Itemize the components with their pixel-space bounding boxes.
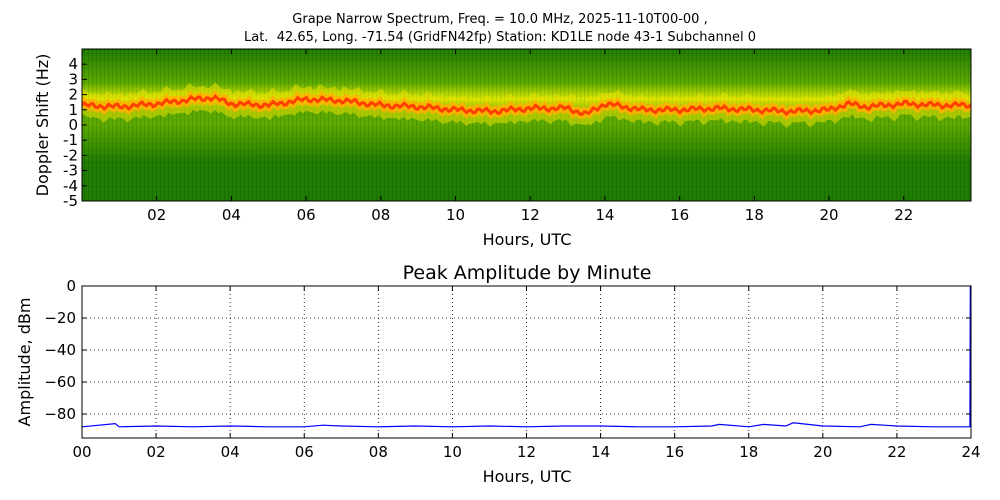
spectrogram-x-tick-label: 12 — [521, 206, 540, 224]
spectrogram-y-tick-label: -5 — [63, 192, 78, 210]
amplitude-chart-title: Peak Amplitude by Minute — [403, 262, 652, 284]
spectrogram-x-tick-label: 20 — [820, 206, 839, 224]
amplitude-y-axis-label: Amplitude, dBm — [15, 298, 34, 427]
amplitude-series-line — [81, 285, 971, 428]
spectrogram-y-tick-label: -2 — [63, 146, 78, 164]
spectrogram-x-tick-label: 22 — [894, 206, 913, 224]
amplitude-x-tick-label: 00 — [72, 443, 91, 461]
amplitude-x-ticks: 00 02 04 06 08 10 12 14 16 18 20 22 24 — [72, 286, 981, 461]
amplitude-x-tick-label: 22 — [887, 443, 906, 461]
amplitude-x-tick-label: 14 — [591, 443, 610, 461]
spectrogram-y-tick-label: 2 — [68, 86, 78, 104]
spectrogram-x-tick-label: 10 — [446, 206, 465, 224]
amplitude-x-tick-label: 02 — [147, 443, 166, 461]
spectrogram-y-tick-label: 4 — [68, 55, 78, 73]
spectrogram-bands — [82, 82, 971, 129]
spectrogram-x-axis-label: Hours, UTC — [483, 230, 572, 249]
amplitude-y-tick-label: −20 — [44, 309, 76, 327]
spectrogram-x-tick-label: 02 — [147, 206, 166, 224]
spectrogram-x-tick-label: 06 — [297, 206, 316, 224]
spectrogram-noise — [82, 49, 971, 201]
spectrogram-x-tick-label: 08 — [371, 206, 390, 224]
spectrogram-x-tick-label: 18 — [745, 206, 764, 224]
amplitude-y-ticks: 0 −20 −40 −60 −80 — [44, 277, 971, 423]
doppler-ridge-line — [82, 94, 971, 117]
spectrogram-x-tick-label: 16 — [670, 206, 689, 224]
spectrogram-x-ticks: 02 04 06 08 10 12 14 16 18 20 22 — [147, 49, 913, 224]
amplitude-x-tick-label: 16 — [665, 443, 684, 461]
amplitude-panel: Peak Amplitude by Minute 00 02 04 06 08 10 12 1… — [15, 262, 981, 486]
amplitude-x-tick-label: 20 — [813, 443, 832, 461]
amplitude-y-tick-label: −60 — [44, 373, 76, 391]
spectrogram-y-tick-label: -3 — [63, 162, 78, 180]
amplitude-y-tick-label: 0 — [66, 277, 76, 295]
amplitude-x-tick-label: 10 — [443, 443, 462, 461]
spectrogram-y-tick-label: -4 — [63, 177, 78, 195]
spectrogram-y-tick-label: -1 — [63, 131, 78, 149]
amplitude-y-tick-label: −80 — [44, 405, 76, 423]
amplitude-grid — [81, 285, 972, 438]
spectrogram-x-tick-label: 14 — [595, 206, 614, 224]
amplitude-y-tick-label: −40 — [44, 341, 76, 359]
amplitude-x-axis-label: Hours, UTC — [483, 467, 572, 486]
spectrogram-y-tick-label: 1 — [68, 101, 78, 119]
amplitude-x-tick-label: 18 — [739, 443, 758, 461]
chart-title-line-2: Lat. 42.65, Long. -71.54 (GridFN42fp) St… — [243, 30, 756, 45]
spectrogram-x-tick-label: 04 — [222, 206, 241, 224]
spectrogram-y-tick-label: 0 — [68, 116, 78, 134]
amplitude-x-tick-label: 24 — [961, 443, 980, 461]
amplitude-x-tick-label: 12 — [517, 443, 536, 461]
amplitude-x-tick-label: 04 — [221, 443, 240, 461]
amplitude-x-tick-label: 06 — [295, 443, 314, 461]
amplitude-x-tick-label: 08 — [369, 443, 388, 461]
spectrogram-y-tick-label: 3 — [68, 70, 78, 88]
spectrogram-y-axis-label: Doppler Shift (Hz) — [33, 54, 52, 197]
chart-title-line-1: Grape Narrow Spectrum, Freq. = 10.0 MHz,… — [292, 12, 708, 27]
